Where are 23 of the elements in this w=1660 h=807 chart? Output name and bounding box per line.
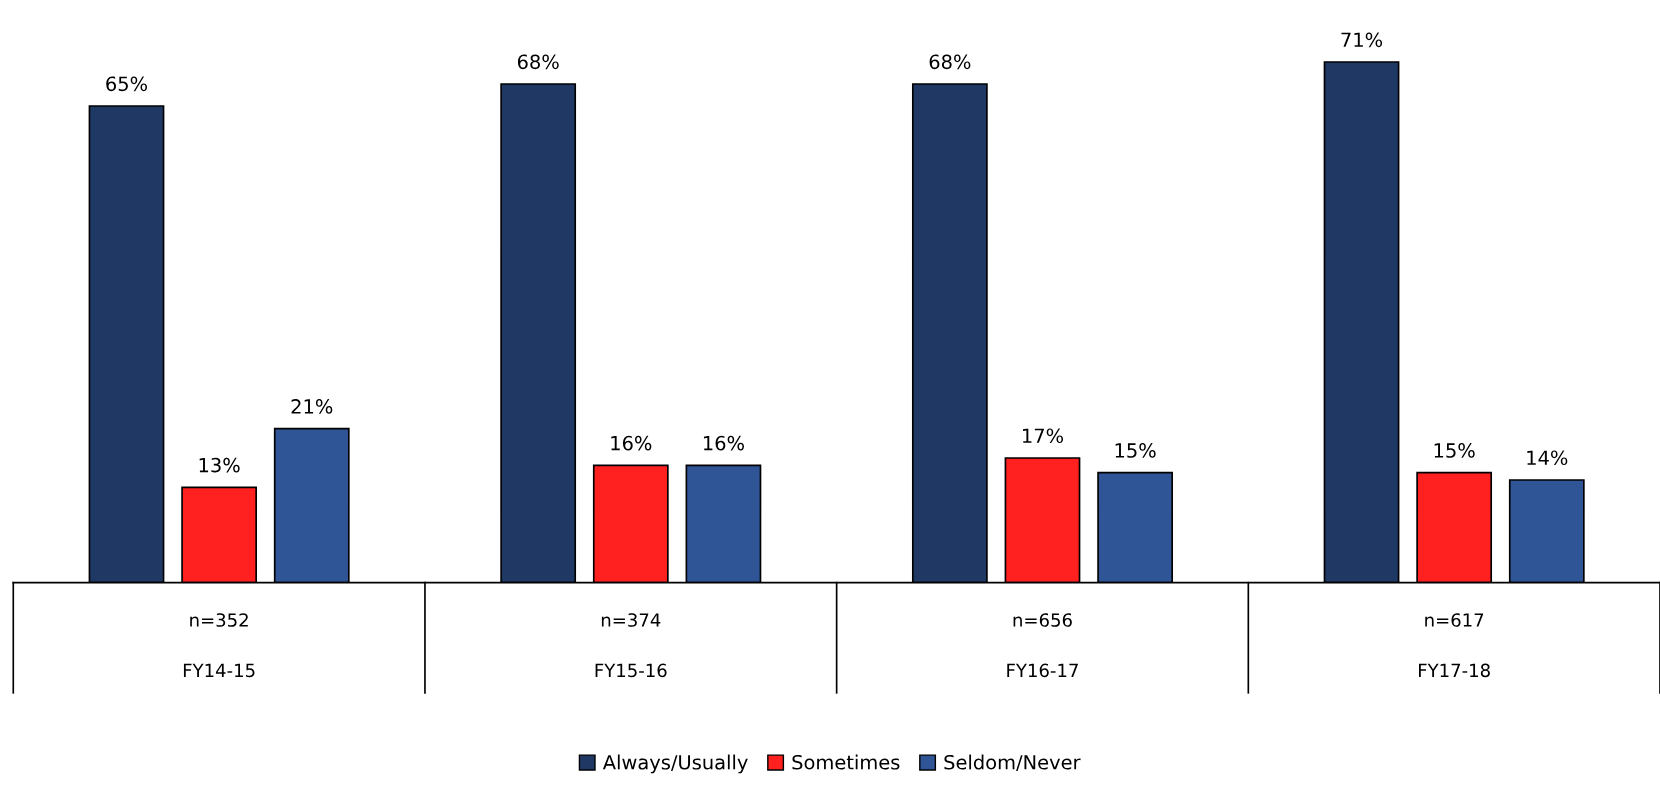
x-tick-label: FY15-16: [595, 663, 667, 678]
data-label: 15%: [1434, 443, 1475, 458]
legend-label: Sometimes: [792, 754, 900, 770]
data-label: 16%: [611, 435, 652, 451]
text: n=656: [1013, 613, 1072, 627]
x-tick-label: FY14-15: [183, 663, 255, 678]
data-label: 21%: [291, 399, 333, 414]
x-tick-label: FY17-18: [1418, 663, 1490, 678]
data-label: 17%: [1023, 428, 1064, 444]
x-tick-label: FY16-17: [1007, 663, 1078, 678]
data-label: 15%: [1115, 443, 1156, 458]
data-label: 16%: [703, 435, 744, 451]
data-label: 68%: [517, 54, 559, 70]
text: n=374: [601, 613, 661, 627]
legend-label: Always/Usually: [602, 754, 748, 774]
data-label: 14%: [1527, 450, 1568, 466]
data-label: 71%: [1341, 32, 1383, 48]
legend-label: Seldom/Never: [944, 754, 1081, 772]
text: n=617: [1425, 613, 1484, 627]
data-label: 68%: [929, 54, 971, 70]
data-label: 13%: [199, 457, 240, 473]
text: n=352: [190, 613, 248, 627]
data-label: 65%: [106, 76, 148, 92]
